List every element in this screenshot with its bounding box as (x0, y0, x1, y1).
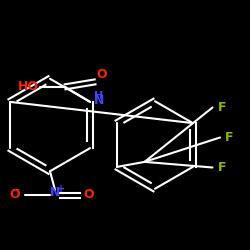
Text: HO: HO (18, 80, 39, 93)
Text: −: − (12, 184, 20, 194)
Text: F: F (218, 161, 226, 174)
Text: O: O (10, 188, 20, 202)
Text: F: F (225, 131, 234, 144)
Text: F: F (218, 101, 226, 114)
Text: N: N (50, 186, 60, 199)
Text: +: + (57, 184, 65, 194)
Text: O: O (96, 68, 107, 80)
Text: H: H (94, 91, 104, 101)
Text: O: O (84, 188, 94, 202)
Text: N: N (94, 94, 104, 108)
